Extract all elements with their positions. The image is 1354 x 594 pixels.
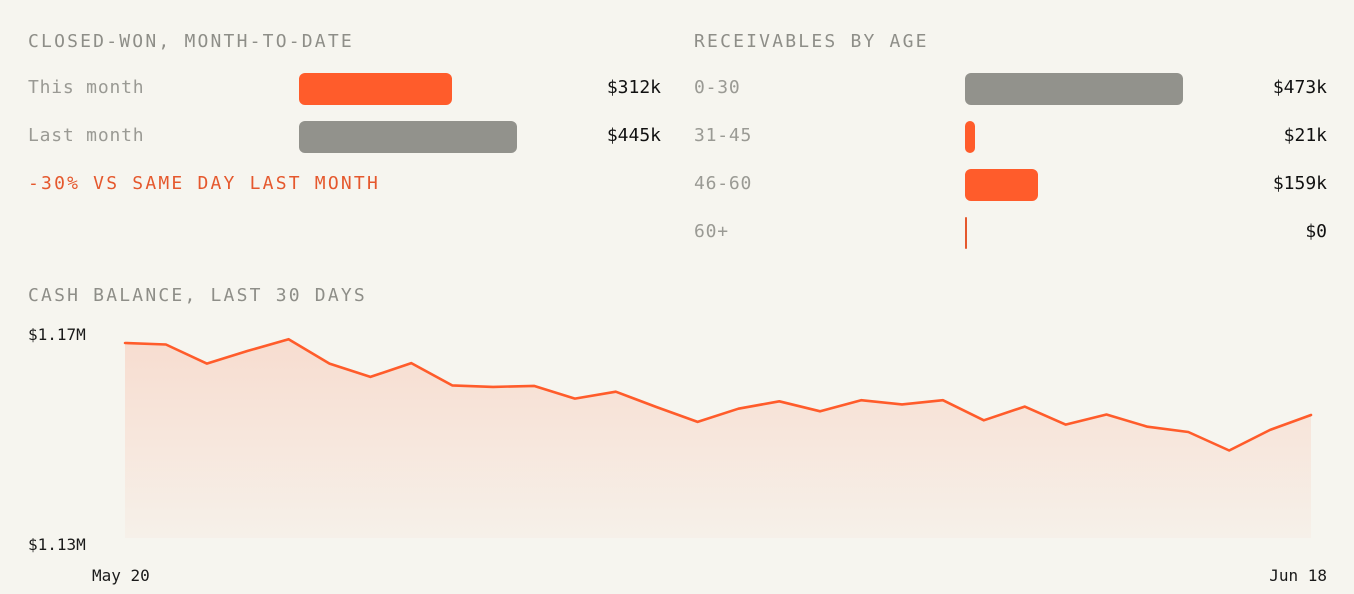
x-axis-end-label: Jun 18	[1269, 566, 1327, 585]
receivables-value-60-plus: $0	[1305, 221, 1327, 242]
cash-balance-title: CASH BALANCE, LAST 30 DAYS	[28, 285, 367, 306]
receivables-bar-31-45	[965, 121, 975, 153]
receivables-bar-0-30	[965, 73, 1183, 105]
receivables-title: RECEIVABLES BY AGE	[694, 31, 929, 52]
receivables-bar-46-60	[965, 169, 1039, 201]
cash-balance-area	[125, 339, 1311, 538]
closed-won-bar-last-month	[299, 121, 518, 153]
closed-won-value-last-month: $445k	[606, 125, 661, 146]
receivables-value-0-30: $473k	[1272, 77, 1327, 98]
closed-won-label-this-month: This month	[28, 77, 145, 98]
receivables-label-46-60: 46-60	[694, 173, 753, 194]
receivables-value-31-45: $21k	[1283, 125, 1327, 146]
y-axis-max-label: $1.17M	[28, 325, 86, 344]
closed-won-bar-this-month	[299, 73, 452, 105]
closed-won-label-last-month: Last month	[28, 125, 145, 146]
closed-won-delta: -30% VS SAME DAY LAST MONTH	[28, 173, 380, 194]
receivables-label-31-45: 31-45	[694, 125, 753, 146]
receivables-value-46-60: $159k	[1272, 173, 1327, 194]
x-axis-start-label: May 20	[92, 566, 150, 585]
receivables-label-0-30: 0-30	[694, 77, 741, 98]
cash-balance-line	[123, 337, 1313, 452]
receivables-bar-60-plus	[965, 217, 967, 249]
y-axis-min-label: $1.13M	[28, 535, 86, 554]
closed-won-title: CLOSED-WON, MONTH-TO-DATE	[28, 31, 354, 52]
receivables-label-60-plus: 60+	[694, 221, 729, 242]
closed-won-value-this-month: $312k	[606, 77, 661, 98]
